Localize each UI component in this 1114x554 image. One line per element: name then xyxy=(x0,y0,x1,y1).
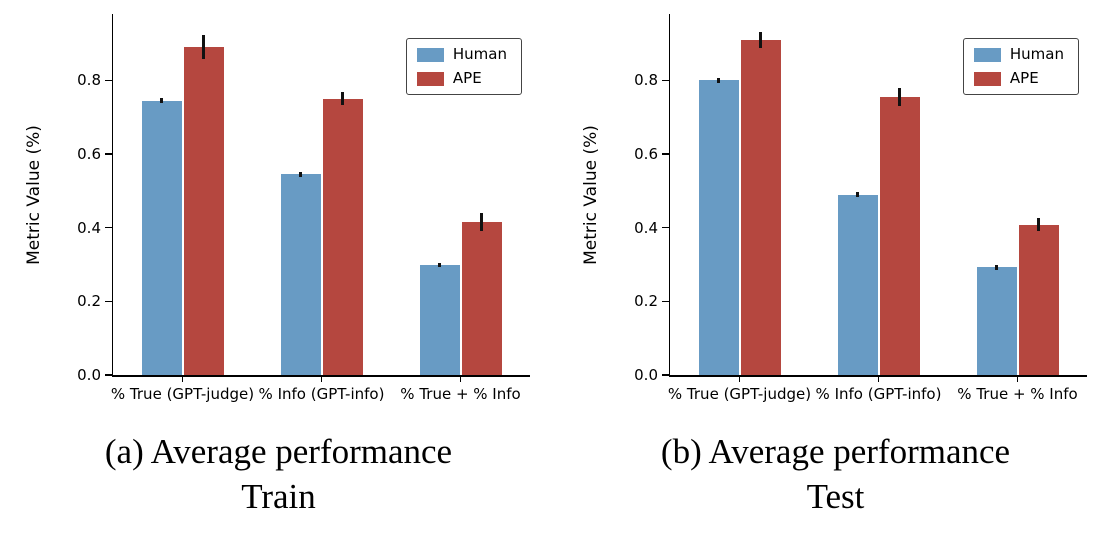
bar-ape xyxy=(322,92,363,375)
bar-group: % True (GPT-judge) xyxy=(668,14,811,403)
x-tick-label: % True (GPT-judge) xyxy=(110,385,255,403)
legend-entry-ape: APE xyxy=(973,69,1064,87)
bar-human xyxy=(141,98,182,375)
caption-line-1: (b) Average performance xyxy=(660,432,1011,471)
x-axis-spine xyxy=(668,375,1087,377)
bar-group: % Info (GPT-info) xyxy=(252,14,391,403)
error-bar xyxy=(341,92,344,106)
legend-label: Human xyxy=(452,45,507,63)
bar-human xyxy=(976,264,1017,375)
panel-train: Metric Value (%) 0.0 0.2 0.4 0.6 0.8 % True (… xyxy=(0,14,557,520)
error-bar xyxy=(202,35,205,60)
legend-swatch-ape xyxy=(973,71,1001,86)
error-bar xyxy=(299,171,302,177)
error-bar xyxy=(856,191,859,198)
legend-swatch-ape xyxy=(416,71,444,86)
bar-ape xyxy=(879,88,920,375)
x-tick-mark xyxy=(459,377,462,382)
y-axis-spine xyxy=(668,14,670,375)
y-tick-label: 0.2 xyxy=(77,292,101,311)
y-tick-label: 0.8 xyxy=(77,71,101,90)
bar-ape xyxy=(1018,218,1059,375)
caption-line-1: (a) Average performance xyxy=(104,432,453,471)
bar-group: % True + % Info xyxy=(391,14,530,403)
y-tick-mark xyxy=(105,226,112,229)
bar-groups: % True (GPT-judge)% Info (GPT-info) % Tru… xyxy=(111,14,530,403)
y-tick-label: 0.0 xyxy=(634,366,658,384)
y-axis-label: Metric Value (%) xyxy=(24,125,44,265)
y-tick-label: 0.0 xyxy=(77,366,101,384)
legend-label: APE xyxy=(1009,69,1039,87)
error-bar xyxy=(480,213,483,231)
caption-line-2: Train xyxy=(241,476,316,516)
x-tick-mark xyxy=(181,377,184,382)
x-tick-label: % True + % Info xyxy=(400,385,521,403)
error-bar xyxy=(898,88,901,106)
bar-ape xyxy=(183,35,224,375)
error-bar xyxy=(759,31,762,48)
bar-human xyxy=(419,263,460,375)
plot-area-train: 0.0 0.2 0.4 0.6 0.8 % True (GPT-judge)% Info … xyxy=(77,14,530,403)
x-tick-mark xyxy=(877,377,880,382)
bar-human xyxy=(280,171,321,375)
caption-line-2: Test xyxy=(806,476,865,516)
error-bar xyxy=(160,98,163,103)
x-tick-mark xyxy=(320,377,323,382)
y-tick-label: 0.8 xyxy=(634,71,658,90)
caption-train: (a) Average performance Train xyxy=(0,430,557,520)
x-axis-spine xyxy=(111,375,530,377)
bar-human xyxy=(698,77,739,375)
x-tick-mark xyxy=(1016,377,1019,382)
legend-swatch-human xyxy=(973,47,1001,62)
bar-groups: % True (GPT-judge)% Info (GPT-info) % Tru… xyxy=(668,14,1087,403)
error-bar xyxy=(438,263,441,268)
y-tick-mark xyxy=(105,374,112,376)
error-bar xyxy=(1037,218,1040,232)
panel-test: Metric Value (%) 0.0 0.2 0.4 0.6 0.8 % True (… xyxy=(557,0,1114,554)
bar-group: % Info (GPT-info) xyxy=(809,14,948,403)
y-tick-mark xyxy=(662,153,669,155)
bar-human xyxy=(837,191,878,375)
x-tick-label: % True (GPT-judge) xyxy=(667,385,812,403)
y-tick-mark xyxy=(105,300,112,303)
bar-ape xyxy=(461,213,502,375)
plot-area-test: 0.0 0.2 0.4 0.6 0.8 % True (GPT-judge)% Info … xyxy=(634,14,1087,403)
y-tick-label: 0.6 xyxy=(77,144,101,163)
legend-entry-ape: APE xyxy=(416,69,507,87)
error-bar xyxy=(717,77,720,83)
legend-label: Human xyxy=(1009,45,1064,63)
y-tick-mark xyxy=(662,226,669,229)
legend: Human APE xyxy=(405,38,522,95)
y-tick-label: 0.6 xyxy=(634,144,658,163)
y-tick-mark xyxy=(662,300,669,303)
bar-group: % True + % Info xyxy=(948,14,1087,403)
x-tick-mark xyxy=(738,377,741,382)
caption-test: (b) Average performance Test xyxy=(557,430,1114,520)
legend-label: APE xyxy=(452,69,482,87)
y-tick-label: 0.4 xyxy=(634,218,658,237)
bar-ape xyxy=(740,31,781,375)
legend-entry-human: Human xyxy=(416,45,507,63)
legend: Human APE xyxy=(962,38,1079,95)
y-tick-label: 0.2 xyxy=(634,292,658,311)
legend-swatch-human xyxy=(416,47,444,62)
bar-group: % True (GPT-judge) xyxy=(111,14,254,403)
y-axis-label: Metric Value (%) xyxy=(581,125,601,265)
y-tick-label: 0.4 xyxy=(77,218,101,237)
y-tick-mark xyxy=(662,374,669,376)
y-tick-mark xyxy=(105,79,112,82)
x-tick-label: % Info (GPT-info) xyxy=(815,385,942,403)
x-tick-label: % True + % Info xyxy=(957,385,1078,403)
legend-entry-human: Human xyxy=(973,45,1064,63)
x-tick-label: % Info (GPT-info) xyxy=(258,385,385,403)
y-tick-mark xyxy=(105,153,112,155)
error-bar xyxy=(995,264,998,270)
y-tick-mark xyxy=(662,79,669,82)
y-axis-spine xyxy=(111,14,113,375)
